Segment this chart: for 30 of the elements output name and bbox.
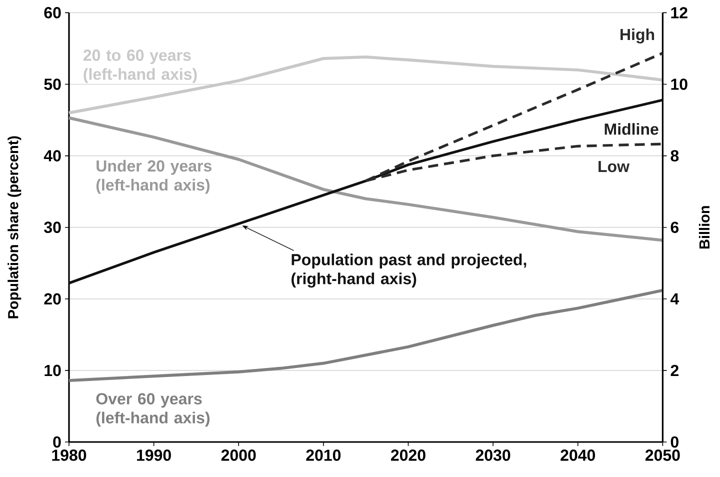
y-tick-label: 10 (44, 364, 61, 376)
series-label: High (620, 28, 654, 44)
y2-axis-title: Billion (698, 206, 710, 249)
x-tick-label: 2020 (391, 450, 426, 461)
x-tick-label: 2030 (476, 450, 510, 461)
y2-tick-label: 8 (670, 150, 679, 162)
x-tick-label: 2050 (645, 450, 680, 461)
x-tick-label: 1990 (137, 450, 171, 461)
y-axis-title: Population share (percent) (8, 136, 22, 318)
y2-tick-label: 4 (670, 293, 680, 304)
text: Population past and projected, (right-hand axis) (292, 254, 526, 288)
y-tick-label: 50 (44, 78, 61, 90)
y-tick-label: 40 (44, 150, 61, 162)
y2-tick-label: 6 (670, 222, 679, 234)
y-tick-label: 60 (44, 7, 61, 18)
y2-tick-label: 10 (671, 78, 688, 90)
annotation: Midline (604, 123, 658, 135)
x-tick-label: 2010 (306, 450, 341, 461)
x-tick-label: 2040 (560, 450, 596, 461)
x-tick-label: 2000 (221, 450, 256, 461)
y2-tick-label: 0 (670, 436, 678, 448)
series-label: Low (598, 160, 630, 172)
y-tick-label: 30 (44, 222, 61, 234)
y2-tick-label: 12 (671, 7, 688, 18)
y-tick-label: 20 (44, 293, 61, 305)
y2-tick-label: 2 (670, 364, 678, 376)
y-tick-label: 0 (53, 436, 61, 448)
series-label: Over 60 years (left-hand axis) (96, 393, 210, 427)
series-label: Under 20 years (left-hand axis) (96, 160, 212, 194)
x-tick-label: 1980 (52, 450, 86, 461)
